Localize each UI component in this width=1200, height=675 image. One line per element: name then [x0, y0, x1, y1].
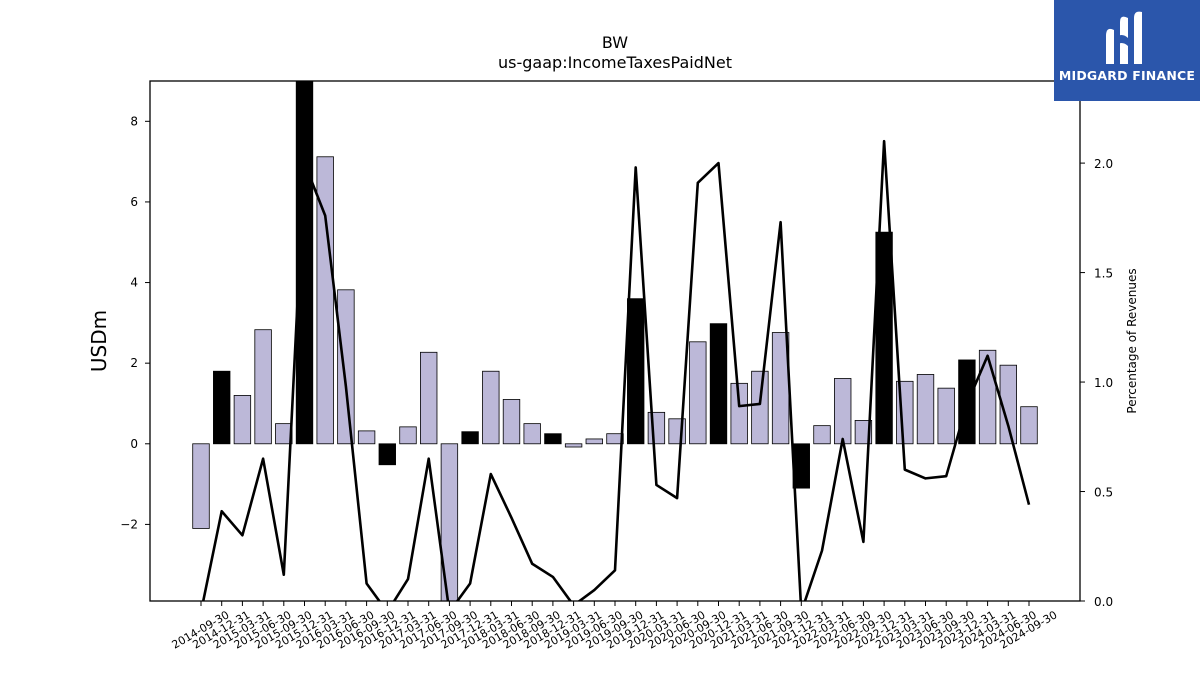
bar-2023-09-30	[937, 387, 955, 445]
y-tick-label: 2	[130, 356, 138, 370]
bar-2016-12-31	[378, 443, 396, 466]
logo-text: MIDGARD FINANCE	[1058, 68, 1196, 83]
plot-frame	[149, 80, 1081, 602]
bar-2022-06-30	[834, 378, 852, 445]
y2-tick-label: 1.0	[1094, 376, 1113, 390]
bars	[192, 80, 1038, 602]
bar-2024-06-30	[999, 364, 1017, 445]
y-axis-right: 0.0 0.5 1.0 1.5 2.0	[1080, 157, 1113, 609]
bar-2017-12-31	[461, 431, 479, 445]
bar-2023-06-30	[916, 374, 935, 445]
chart-subtitle: us-gaap:IncomeTaxesPaidNet	[498, 53, 732, 72]
bar-2016-06-30	[337, 289, 355, 445]
y-tick-label: −2	[120, 517, 138, 531]
y2-tick-label: 0.5	[1094, 486, 1113, 500]
bar-2024-09-30	[1020, 406, 1038, 445]
bar-2020-03-31	[647, 411, 666, 445]
brand-logo: MIDGARD FINANCE	[1054, 0, 1200, 101]
bar-2017-03-31	[399, 426, 417, 445]
bar-2019-03-31	[564, 443, 583, 448]
bar-2020-12-31	[709, 323, 728, 445]
bar-2019-12-31	[627, 298, 645, 445]
bar-2018-09-30	[523, 423, 541, 445]
y-tick-label: 4	[130, 276, 138, 290]
x-axis: 2014-09-302014-12-312015-03-312015-06-30…	[170, 601, 1060, 652]
y2-tick-label: 1.5	[1094, 267, 1113, 281]
bar-2015-06-30	[254, 329, 272, 445]
y-tick-label: 6	[130, 195, 138, 209]
bar-2017-06-30	[420, 351, 438, 445]
bar-2021-03-31	[730, 382, 748, 445]
bar-2022-12-31	[875, 231, 893, 445]
bar-2016-09-30	[357, 430, 376, 445]
y-axis-label: USDm	[87, 310, 111, 372]
bar-2014-09-30	[192, 443, 210, 529]
y-axis-left: −2 0 2 4 6 8	[120, 114, 150, 531]
logo-mark-icon	[1106, 11, 1142, 65]
y2-tick-label: 0.0	[1094, 595, 1113, 609]
bar-2019-06-30	[585, 438, 603, 445]
chart-title: BW	[602, 33, 628, 52]
y2-tick-label: 2.0	[1094, 157, 1113, 171]
bar-2024-03-31	[978, 349, 997, 445]
y2-axis-label: Percentage of Revenues	[1125, 268, 1139, 413]
bar-2014-12-31	[213, 370, 231, 445]
bar-2020-09-30	[689, 341, 707, 445]
bar-2022-03-31	[813, 425, 831, 445]
y-tick-label: 0	[130, 437, 138, 451]
bar-2019-09-30	[606, 433, 624, 445]
bar-2018-06-30	[502, 399, 521, 445]
bar-2016-03-31	[316, 156, 334, 445]
bar-2018-03-31	[482, 370, 500, 445]
bar-2015-03-31	[233, 395, 252, 445]
ratio-line-layer	[201, 139, 1031, 601]
ratio-line	[201, 139, 1031, 601]
bar-2018-12-31	[544, 433, 562, 445]
bar-2021-06-30	[751, 370, 769, 445]
y-tick-label: 8	[130, 114, 138, 128]
